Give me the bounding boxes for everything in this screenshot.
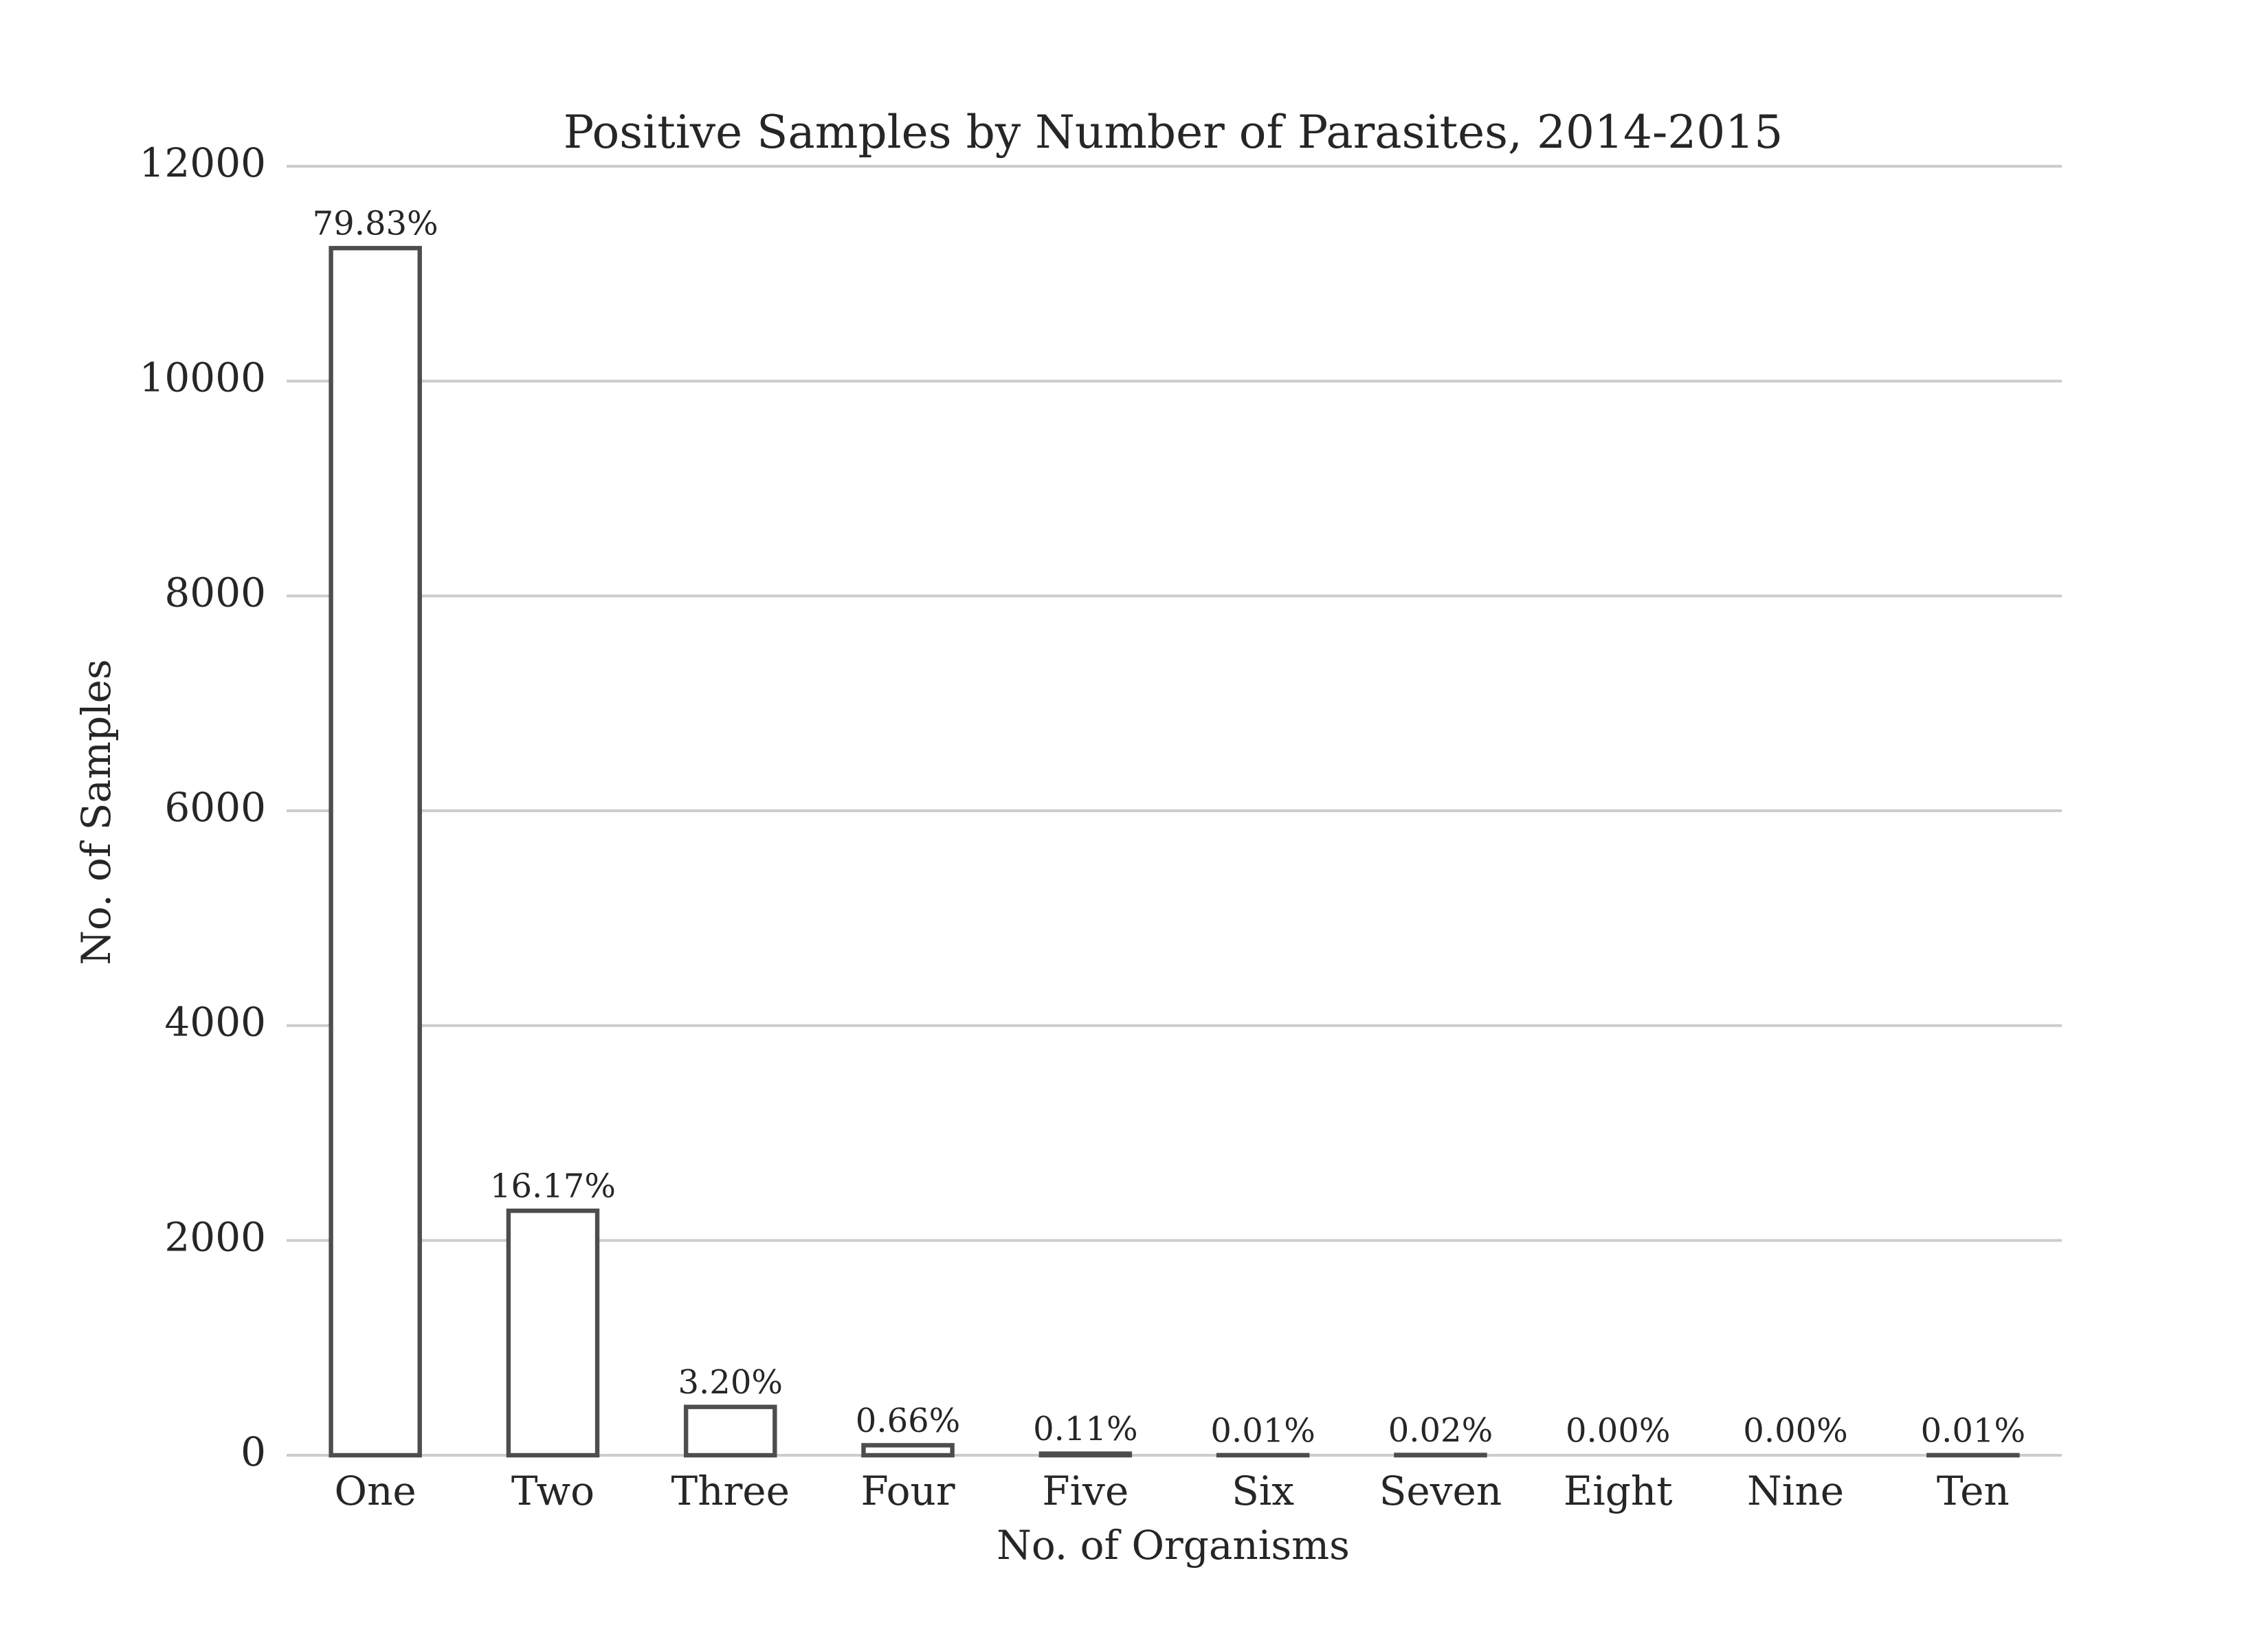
y-tick-label: 12000 <box>139 139 266 186</box>
x-tick-label: Six <box>1232 1468 1294 1514</box>
x-tick-label: Four <box>861 1468 955 1514</box>
y-axis-label: No. of Samples <box>73 659 120 965</box>
bar-label: 79.83% <box>313 205 438 243</box>
bar-label: 0.00% <box>1743 1412 1847 1450</box>
x-tick-label: Nine <box>1747 1468 1844 1514</box>
bar <box>329 245 422 1458</box>
bar-label: 0.66% <box>856 1402 960 1440</box>
y-tick-label: 4000 <box>164 999 266 1046</box>
bar <box>861 1443 955 1458</box>
bar <box>683 1404 777 1458</box>
y-tick-label: 8000 <box>164 569 266 616</box>
x-tick-label: One <box>335 1468 416 1514</box>
bar <box>506 1208 600 1458</box>
bar-label: 0.01% <box>1210 1411 1315 1450</box>
bar-label: 0.00% <box>1566 1412 1670 1450</box>
bar <box>1038 1451 1133 1458</box>
y-tick-label: 6000 <box>164 784 266 831</box>
x-tick-label: Two <box>511 1468 594 1514</box>
x-tick-label: Five <box>1042 1468 1129 1514</box>
bar-label: 3.20% <box>678 1363 783 1402</box>
x-tick-label: Seven <box>1379 1468 1502 1514</box>
y-tick-label: 0 <box>241 1428 266 1475</box>
chart-title: Positive Samples by Number of Parasites,… <box>564 106 1783 159</box>
bar-label: 16.17% <box>490 1167 616 1206</box>
x-tick-label: Three <box>671 1468 790 1514</box>
y-tick-label: 10000 <box>139 355 266 401</box>
y-tick-label: 2000 <box>164 1213 266 1260</box>
bar-label: 0.02% <box>1388 1411 1493 1450</box>
bar-label: 0.11% <box>1033 1410 1137 1448</box>
x-tick-label: Ten <box>1937 1468 2010 1514</box>
x-axis-label: No. of Organisms <box>997 1522 1350 1569</box>
bar-label: 0.01% <box>1921 1411 2025 1450</box>
x-tick-label: Eight <box>1564 1468 1673 1514</box>
